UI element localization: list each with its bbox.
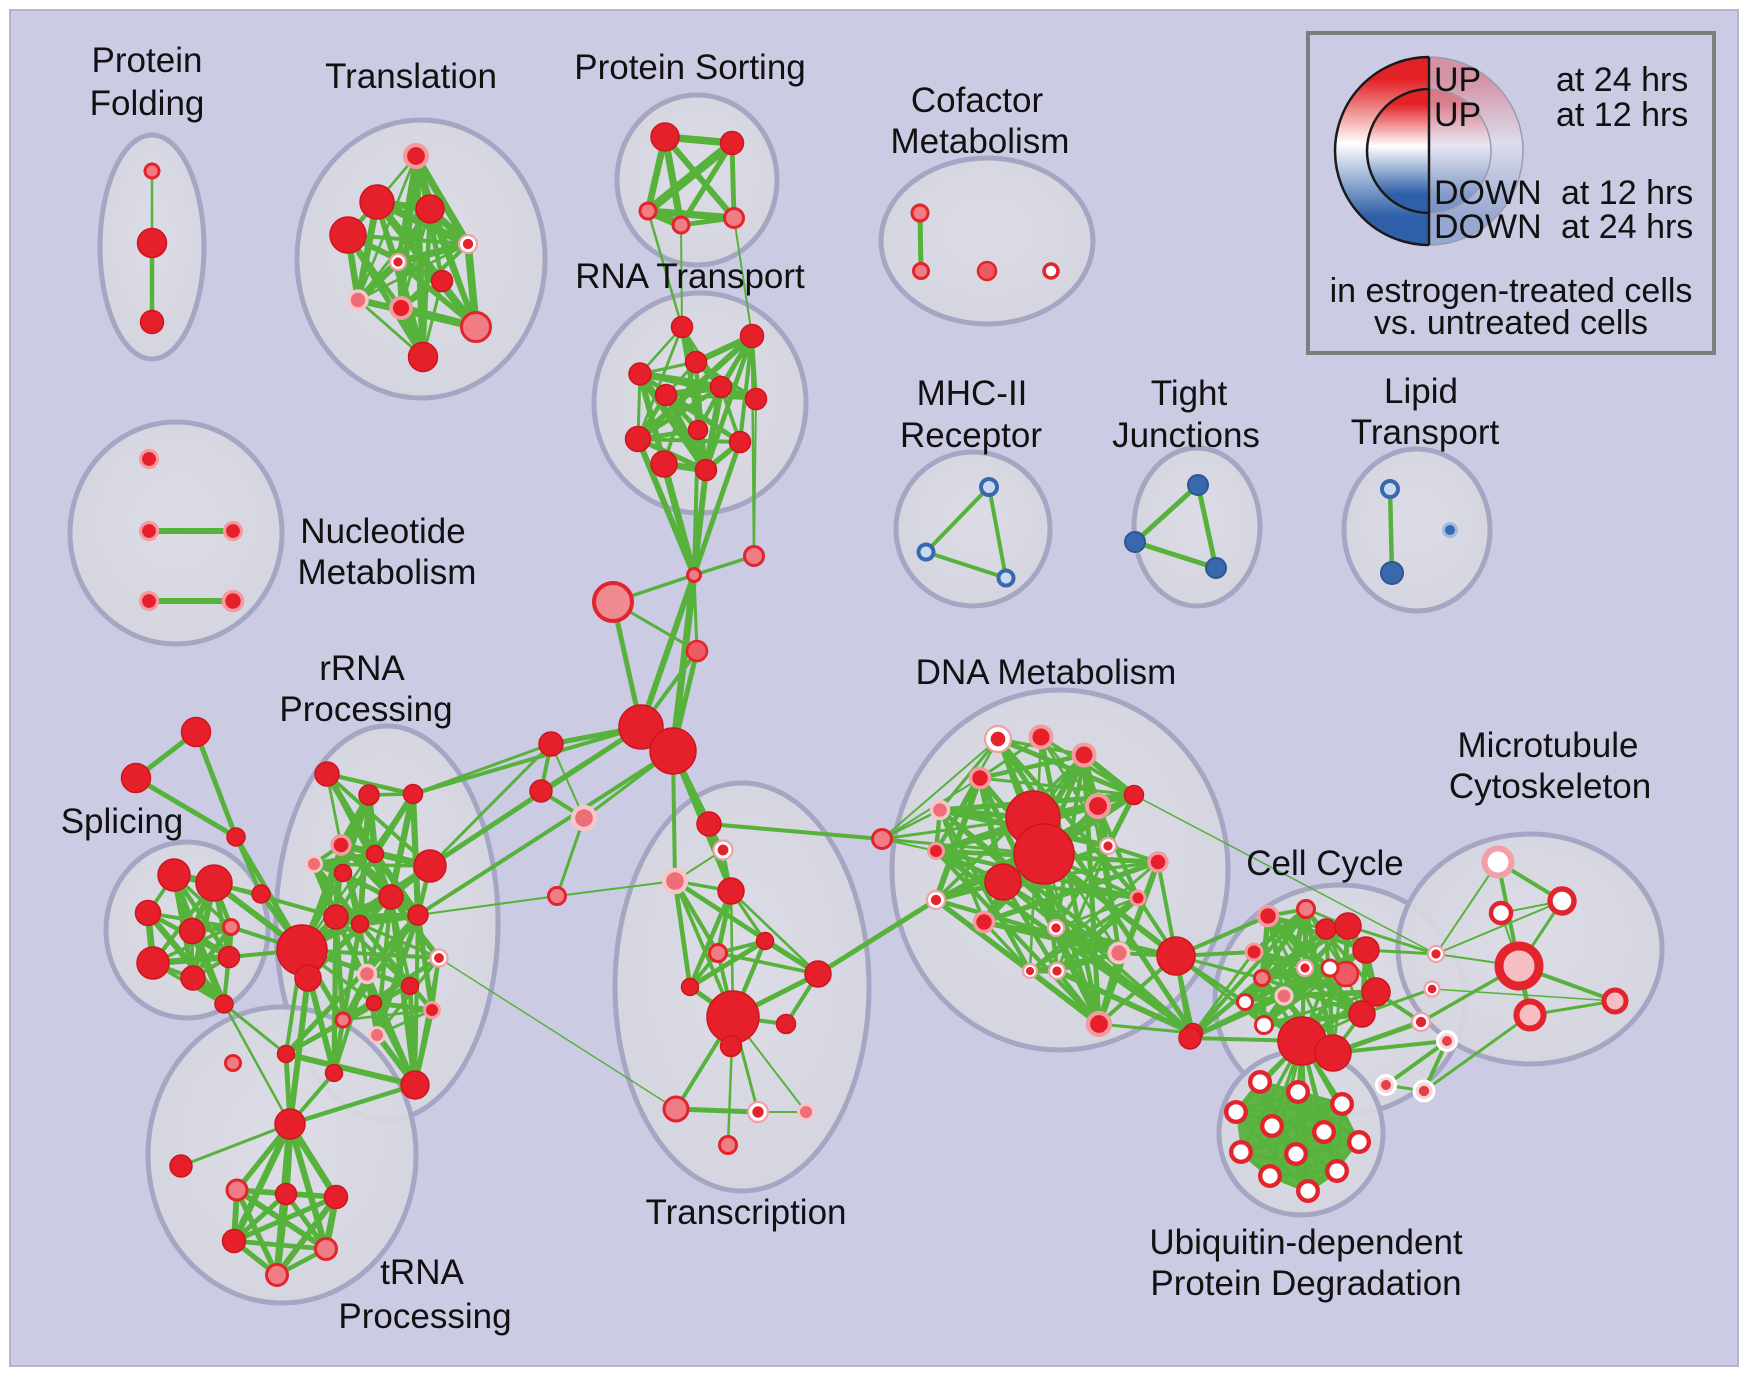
svg-text:Ubiquitin-dependent: Ubiquitin-dependent	[1149, 1223, 1463, 1262]
svg-text:DOWN: DOWN	[1434, 174, 1542, 212]
svg-text:Metabolism: Metabolism	[298, 553, 477, 592]
svg-text:at 24 hrs: at 24 hrs	[1556, 61, 1688, 99]
svg-text:Protein Sorting: Protein Sorting	[574, 48, 806, 87]
svg-text:at 24 hrs: at 24 hrs	[1561, 208, 1693, 246]
svg-text:Tight: Tight	[1151, 374, 1228, 413]
svg-text:DOWN: DOWN	[1434, 208, 1542, 246]
svg-text:at 12 hrs: at 12 hrs	[1556, 96, 1688, 134]
svg-text:Splicing: Splicing	[61, 802, 184, 841]
svg-text:UP: UP	[1434, 61, 1481, 99]
svg-text:rRNA: rRNA	[319, 649, 405, 688]
svg-text:Translation: Translation	[325, 57, 497, 96]
svg-text:Cell Cycle: Cell Cycle	[1246, 844, 1404, 883]
svg-text:Protein: Protein	[92, 41, 203, 80]
svg-text:Folding: Folding	[90, 84, 205, 123]
svg-text:in estrogen-treated cells: in estrogen-treated cells	[1330, 272, 1693, 310]
svg-text:tRNA: tRNA	[380, 1253, 464, 1292]
svg-text:Transport: Transport	[1351, 413, 1500, 452]
svg-text:Cofactor: Cofactor	[911, 81, 1044, 120]
svg-text:Processing: Processing	[279, 690, 452, 729]
svg-text:Lipid: Lipid	[1384, 372, 1458, 411]
svg-text:Cytoskeleton: Cytoskeleton	[1449, 767, 1651, 806]
svg-text:Processing: Processing	[338, 1297, 511, 1336]
svg-text:UP: UP	[1434, 96, 1481, 134]
svg-text:at 12 hrs: at 12 hrs	[1561, 174, 1693, 212]
svg-text:Protein Degradation: Protein Degradation	[1150, 1264, 1461, 1303]
svg-text:DNA Metabolism: DNA Metabolism	[916, 653, 1177, 692]
svg-text:MHC-II: MHC-II	[917, 374, 1028, 413]
svg-text:RNA Transport: RNA Transport	[575, 257, 805, 296]
svg-text:Junctions: Junctions	[1112, 416, 1260, 455]
svg-text:vs. untreated cells: vs. untreated cells	[1374, 304, 1648, 342]
svg-text:Nucleotide: Nucleotide	[300, 512, 465, 551]
svg-text:Microtubule: Microtubule	[1458, 726, 1639, 765]
svg-text:Receptor: Receptor	[900, 416, 1042, 455]
svg-text:Metabolism: Metabolism	[891, 122, 1070, 161]
svg-text:Transcription: Transcription	[646, 1193, 847, 1232]
